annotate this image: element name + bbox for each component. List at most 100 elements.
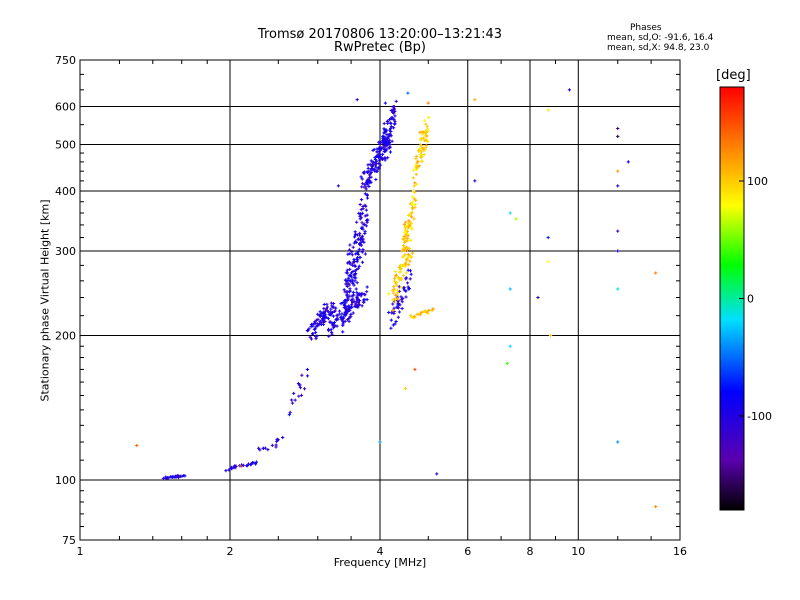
data-point-o [366,182,370,186]
data-point-x [410,211,414,215]
data-point-o [404,295,408,299]
data-point-x [423,138,427,143]
data-point-x [399,264,404,268]
data-point-o [281,435,285,440]
data-point-o [343,278,348,282]
data-point-o [378,163,383,167]
data-point-x [402,222,406,226]
data-point-o [371,160,375,165]
data-point-o [327,329,331,333]
data-point-o [381,135,385,139]
data-point-o [408,269,413,273]
data-point-o [337,309,342,313]
data-point-o [339,302,343,306]
data-point-o [324,307,328,311]
data-point-o [396,315,400,319]
data-point-o [389,108,393,113]
data-point-x [422,152,426,157]
data-point-scattered [336,184,340,188]
data-point-scattered [536,295,540,300]
data-point-x [415,161,419,165]
data-point-x [411,251,415,255]
data-point-x [409,221,413,226]
data-point-o [341,322,345,326]
data-point-o [346,297,350,301]
data-point-x [394,293,398,298]
data-point-o [224,468,228,473]
data-point-o [331,326,335,330]
data-point-o [350,305,354,309]
data-point-x [426,129,430,133]
data-point-x [411,176,415,180]
data-point-o [342,299,347,303]
data-point-o [378,145,382,149]
data-point-o [357,247,361,251]
data-point-o [386,156,390,160]
data-point-o [313,320,317,324]
data-point-o [394,319,398,324]
data-point-o [368,172,372,176]
data-point-o [388,146,392,150]
data-point-scattered [654,271,658,275]
data-point-o [366,163,370,167]
data-point-o [377,150,381,154]
data-point-o [392,306,396,310]
data-point-o [340,318,344,322]
data-point-o [354,304,358,308]
data-point-o [358,213,363,217]
data-point-x [413,202,417,207]
x-tick-label: 4 [377,545,384,558]
data-point-o [358,202,362,207]
data-point-o [389,124,393,129]
data-point-o [348,260,352,264]
data-point-o [321,320,325,325]
data-point-o [326,310,331,314]
data-point-o [365,290,369,294]
data-point-o [365,220,369,224]
data-point-scattered [403,387,408,391]
data-point-x [414,157,418,161]
data-point-o [382,139,386,143]
data-point-o [320,311,324,315]
data-point-x [418,130,422,134]
data-point-o [375,159,379,163]
data-point-x [391,308,395,312]
data-point-o [355,281,359,285]
data-point-x [425,125,429,129]
data-point-o [382,127,386,131]
data-point-scattered [616,184,620,188]
data-point-o [391,302,395,306]
data-point-o [309,325,313,329]
data-point-o [182,473,186,478]
data-point-scattered [473,179,477,183]
data-point-o [334,306,338,310]
data-point-o [359,294,363,298]
data-point-o [404,276,408,280]
data-point-x [407,263,411,267]
data-point-o [176,475,181,480]
data-point-o [358,238,362,242]
data-point-o [375,154,379,158]
data-point-o [400,300,404,304]
data-point-o [366,177,370,181]
data-point-o [344,282,348,286]
data-point-o [330,332,334,336]
data-point-o [353,279,357,283]
data-point-scattered [426,101,430,105]
data-point-o [373,156,377,160]
data-point-o [318,310,322,314]
data-point-o [351,269,355,274]
data-point-o [391,323,395,327]
data-point-o [341,300,345,305]
data-point-o [328,320,332,324]
data-point-o [381,139,385,143]
data-point-x [401,274,406,278]
data-point-o [365,285,369,289]
data-point-x [402,240,407,244]
data-point-o [299,393,304,397]
data-point-o [405,281,410,285]
data-point-x [420,310,424,314]
data-point-x [406,222,410,226]
data-point-x [408,224,412,228]
data-point-o [257,446,261,450]
